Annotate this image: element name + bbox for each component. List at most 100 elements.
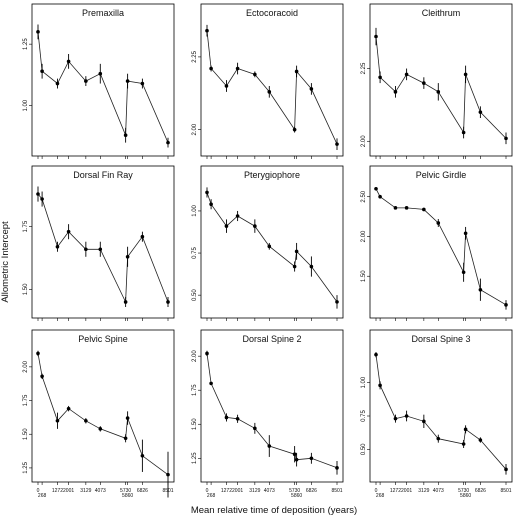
data-point <box>422 419 426 424</box>
x-tick-label: 6826 <box>137 488 148 494</box>
data-point <box>123 436 128 441</box>
data-point <box>463 231 468 236</box>
data-point <box>422 81 426 85</box>
panel-frame <box>200 3 344 157</box>
panel-title: Pelvic Girdle <box>416 170 467 180</box>
y-tick-label: 1.25 <box>192 452 198 464</box>
y-tick-label: 2.25 <box>192 50 198 62</box>
data-point <box>84 247 88 252</box>
y-tick-label: 1.75 <box>23 394 29 406</box>
data-point <box>292 264 297 269</box>
data-point <box>393 90 398 94</box>
data-point <box>125 79 130 83</box>
data-point <box>461 130 466 135</box>
data-point <box>422 207 426 212</box>
series-line <box>375 354 507 470</box>
y-tick-label: 1.50 <box>192 418 198 430</box>
x-tick-label: 2001 <box>232 488 243 494</box>
data-point <box>209 66 213 71</box>
data-point <box>205 351 209 356</box>
data-point <box>504 136 508 141</box>
x-tick-label: 5730 <box>289 488 300 494</box>
data-point <box>84 418 88 423</box>
x-tick-label: 5860 <box>460 493 471 499</box>
x-tick-label: 0 <box>375 488 378 494</box>
x-tick-label: 3129 <box>418 488 429 494</box>
chart-panel: Ectocoracoid 2.00 2.25 <box>192 3 344 159</box>
x-tick-label: 3129 <box>249 488 260 494</box>
x-tick-label: 1272 <box>221 488 232 494</box>
x-axis-label: Mean relative time of deposition (years) <box>191 505 357 516</box>
panel-frame <box>200 329 344 483</box>
data-point <box>478 110 483 114</box>
x-tick-label: 6826 <box>475 488 486 494</box>
panel-title: Dorsal Fin Ray <box>73 170 133 180</box>
data-point <box>309 87 314 91</box>
chart-panel: Premaxilla 1.00 1.25 <box>23 3 175 159</box>
data-point <box>40 374 44 379</box>
x-tick-label: 8501 <box>331 488 342 494</box>
x-tick-label: 3129 <box>80 488 91 494</box>
panel-frame <box>369 165 513 319</box>
data-point <box>294 457 299 462</box>
data-point <box>404 206 409 210</box>
data-point <box>378 194 382 199</box>
data-point <box>393 416 398 421</box>
y-tick-label: 1.25 <box>23 38 29 50</box>
data-point <box>98 247 103 252</box>
y-tick-label: 2.00 <box>361 135 367 147</box>
series-line <box>37 193 169 303</box>
data-point <box>209 202 213 207</box>
y-tick-label: 0.50 <box>361 443 367 455</box>
y-tick-label: 1.00 <box>361 376 367 388</box>
x-tick-label: 5860 <box>291 493 302 499</box>
x-tick-label: 2001 <box>401 488 412 494</box>
panel-title: Ectocoracoid <box>246 8 298 18</box>
data-point <box>404 72 409 77</box>
y-tick-label: 2.25 <box>361 62 367 74</box>
data-point <box>40 69 44 74</box>
data-point <box>98 71 103 76</box>
data-point <box>374 352 378 357</box>
data-point <box>55 418 60 423</box>
x-tick-label: 268 <box>376 493 385 499</box>
x-tick-label: 0 <box>37 488 40 494</box>
data-point <box>224 84 229 88</box>
data-point <box>393 206 398 210</box>
data-point <box>98 427 103 431</box>
data-point <box>166 140 170 145</box>
data-point <box>478 287 483 292</box>
data-point <box>140 234 145 239</box>
x-tick-label: 268 <box>207 493 216 499</box>
data-point <box>123 300 128 304</box>
data-point <box>123 133 128 138</box>
x-tick-label: 268 <box>38 493 47 499</box>
data-point <box>436 90 441 94</box>
panel-grid: Premaxilla1.001.25Ectocoracoid2.002.25Cl… <box>23 3 513 499</box>
panel-title: Pelvic Spine <box>78 334 128 344</box>
x-tick-label: 5860 <box>122 493 133 499</box>
data-point <box>267 90 272 94</box>
y-tick-label: 1.00 <box>23 99 29 111</box>
y-tick-label: 2.00 <box>361 230 367 242</box>
data-point <box>294 249 299 254</box>
y-tick-label: 0.75 <box>361 410 367 422</box>
data-point <box>55 81 60 86</box>
series-line <box>375 188 507 306</box>
data-point <box>335 300 339 304</box>
panel-frame <box>369 329 513 483</box>
series-line <box>206 353 338 469</box>
series-line <box>206 30 338 145</box>
y-tick-label: 0.75 <box>192 247 198 259</box>
x-tick-label: 5730 <box>458 488 469 494</box>
series-line <box>375 36 507 139</box>
x-tick-label: 4073 <box>95 488 106 494</box>
y-tick-label: 0.50 <box>192 289 198 301</box>
chart-panel: Cleithrum 2.00 2.25 <box>361 3 513 159</box>
data-point <box>36 351 40 356</box>
data-point <box>378 383 382 388</box>
data-point <box>463 427 468 432</box>
data-point <box>125 254 130 259</box>
chart-panel: Dorsal Fin Ray 1.50 1.75 <box>23 165 175 321</box>
